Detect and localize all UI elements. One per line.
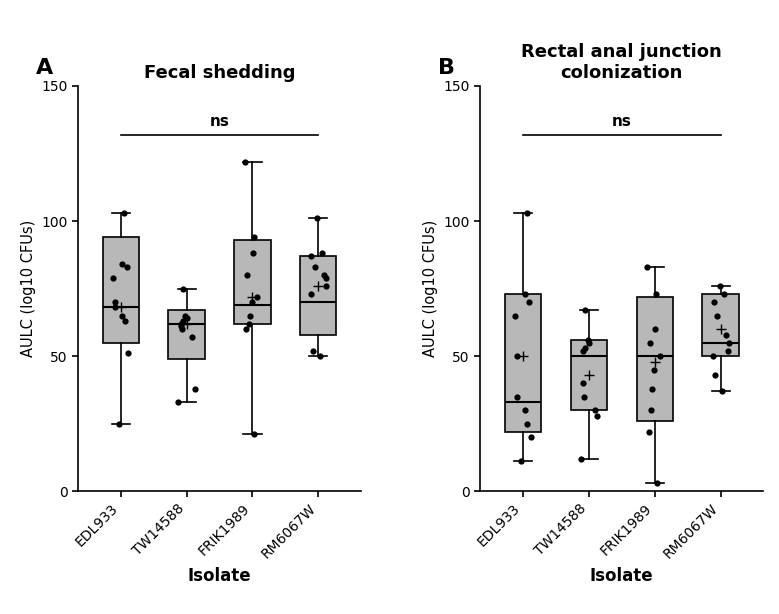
PathPatch shape	[103, 237, 139, 343]
Title: Rectal anal junction
colonization: Rectal anal junction colonization	[521, 43, 722, 82]
X-axis label: Isolate: Isolate	[590, 567, 654, 585]
Text: ns: ns	[612, 114, 632, 129]
Text: B: B	[438, 58, 455, 78]
Y-axis label: AULC (log10 CFUs): AULC (log10 CFUs)	[423, 220, 438, 357]
PathPatch shape	[234, 240, 270, 324]
PathPatch shape	[703, 294, 738, 356]
Y-axis label: AULC (log10 CFUs): AULC (log10 CFUs)	[20, 220, 36, 357]
PathPatch shape	[571, 340, 607, 410]
PathPatch shape	[300, 256, 337, 335]
Text: A: A	[35, 58, 53, 78]
PathPatch shape	[168, 310, 205, 359]
PathPatch shape	[505, 294, 541, 432]
Title: Fecal shedding: Fecal shedding	[144, 64, 295, 82]
X-axis label: Isolate: Isolate	[188, 567, 252, 585]
Text: ns: ns	[210, 114, 230, 129]
PathPatch shape	[636, 297, 673, 421]
